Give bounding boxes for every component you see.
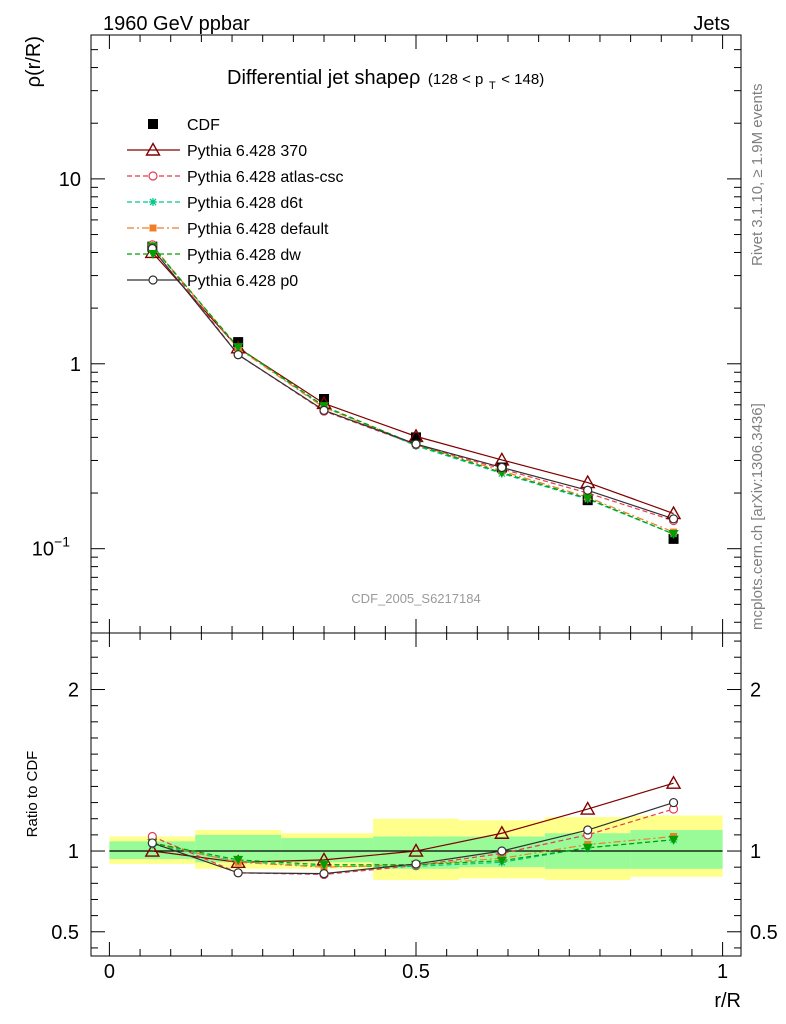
xtick-label-2: 1 (717, 961, 728, 983)
main-ytick-label-2: 10 (59, 169, 81, 191)
point-pythia-6-428-p0-2 (319, 405, 329, 415)
legend-marker (148, 171, 158, 181)
legend-entry-pythia-6-428-p0: Pythia 6.428 p0 (127, 273, 298, 290)
ratio-point-pythia-6-428-p0-6 (668, 797, 679, 808)
ratio-point-pythia-6-428-p0-4 (497, 846, 507, 856)
ratio-point-pythia-6-428-p0-1 (233, 868, 243, 878)
legend-entry-pythia-6-428-d6t: Pythia 6.428 d6t (127, 195, 303, 212)
main-title-range: (128 < p (428, 71, 483, 88)
ratio-point-pythia-6-428-p0-5 (583, 825, 593, 835)
legend-marker (149, 198, 157, 206)
legend-marker (145, 142, 161, 156)
main-plot-panel: 10−1 1 10 CDF_2005_S6217184 Differential j… (23, 34, 742, 634)
point-pythia-6-428-p0-6 (668, 514, 679, 524)
point-pythia-6-428-p0-3 (411, 439, 421, 449)
ratio-ytick-label-left-0: 0.5 (51, 922, 79, 944)
ratio-point-pythia-6-428-370-3 (408, 843, 424, 857)
point-pythia-6-428-dw-5 (582, 494, 593, 504)
point-pythia-6-428-p0-5 (583, 485, 593, 495)
ratio-point-pythia-6-428-370-6 (665, 775, 682, 789)
ratio-point-pythia-6-428-370-4 (494, 825, 510, 839)
ratio-point-pythia-6-428-dw-5 (582, 843, 593, 853)
ratio-plot-frame (90, 632, 742, 957)
header-left: 1960 GeV ppbar (103, 13, 250, 35)
main-title-text: Differential jet shapeρ (227, 67, 420, 89)
ratio-ytick-label-left-1: 1 (68, 841, 79, 863)
ratio-point-pythia-6-428-dw-1 (233, 855, 244, 865)
ratio-point-pythia-6-428-p0-2 (319, 869, 329, 879)
main-ytick-label-0: 10−1 (32, 534, 70, 561)
main-title: Differential jet shapeρ (128 < p T < 148… (227, 67, 544, 94)
ratio-ylabel: Ratio to CDF (24, 751, 41, 838)
xtick-label-0: 0 (104, 961, 115, 983)
ratio-ytick-label-right-0: 0.5 (750, 922, 778, 944)
legend-label: Pythia 6.428 default (187, 221, 329, 238)
main-ylabel: ρ(r/R) (23, 36, 45, 87)
main-title-range-subscript: T (489, 80, 496, 92)
point-cdf-2 (319, 394, 330, 405)
ratio-point-pythia-6-428-370-5 (579, 801, 596, 815)
header-right: Jets (693, 13, 730, 35)
ratio-band-inner-0 (109, 841, 196, 860)
legend-label: Pythia 6.428 p0 (187, 273, 298, 290)
legend-entry-pythia-6-428-dw: Pythia 6.428 dw (127, 247, 301, 264)
point-pythia-6-428-dw-6 (668, 530, 679, 540)
legend-entry-cdf: CDF (148, 117, 220, 134)
legend-marker (148, 275, 158, 285)
ratio-point-pythia-6-428-370-0 (144, 843, 161, 857)
ratio-point-pythia-6-428-dw-4 (496, 856, 507, 866)
legend-entry-pythia-6-428-370: Pythia 6.428 370 (127, 142, 307, 160)
ratio-ytick-label-left-2: 2 (68, 680, 79, 702)
ratio-ytick-label-right-1: 1 (750, 841, 761, 863)
legend-marker (148, 119, 158, 129)
main-title-range-end: < 148) (501, 71, 544, 88)
legend-label: Pythia 6.428 atlas-csc (187, 169, 344, 186)
series-line-pythia-6-428-370 (151, 252, 674, 515)
legend-label: Pythia 6.428 d6t (187, 195, 303, 212)
legend-entry-pythia-6-428-atlas-csc: Pythia 6.428 atlas-csc (127, 169, 344, 186)
legend-label: Pythia 6.428 dw (187, 247, 301, 264)
legend-marker (148, 250, 158, 259)
ratio-point-pythia-6-428-p0-0 (147, 838, 157, 848)
point-pythia-6-428-p0-1 (233, 350, 243, 360)
main-ytick-label-1: 1 (70, 354, 81, 376)
mcplots-label: mcplots.cern.ch [arXiv:1306.3436] (749, 403, 766, 630)
xlabel: r/R (714, 990, 741, 1012)
ratio-point-pythia-6-428-dw-6 (668, 835, 679, 845)
legend-label: CDF (187, 117, 220, 134)
legend-label: Pythia 6.428 370 (187, 143, 307, 160)
legend-entry-pythia-6-428-default: Pythia 6.428 default (127, 221, 329, 238)
xtick-label-1: 0.5 (402, 961, 430, 983)
ratio-ytick-label-right-2: 2 (750, 680, 761, 702)
rivet-label: Rivet 3.1.10, ≥ 1.9M events (749, 84, 766, 267)
legend: CDF Pythia 6.428 370 Pythia 6.428 atlas-cs… (127, 117, 344, 290)
ratio-point-pythia-6-428-dw-2 (319, 860, 330, 870)
ratio-plot-panel: 0.5 0.5 1 1 2 2 0 0.5 1 Ratio to CDF r/R (24, 632, 778, 1012)
point-pythia-6-428-p0-4 (497, 462, 507, 473)
point-cdf-3 (411, 432, 421, 443)
legend-marker (149, 224, 157, 232)
point-pythia-6-428-dw-1 (233, 343, 244, 353)
watermark: CDF_2005_S6217184 (351, 591, 480, 606)
ratio-point-pythia-6-428-p0-3 (411, 859, 421, 869)
